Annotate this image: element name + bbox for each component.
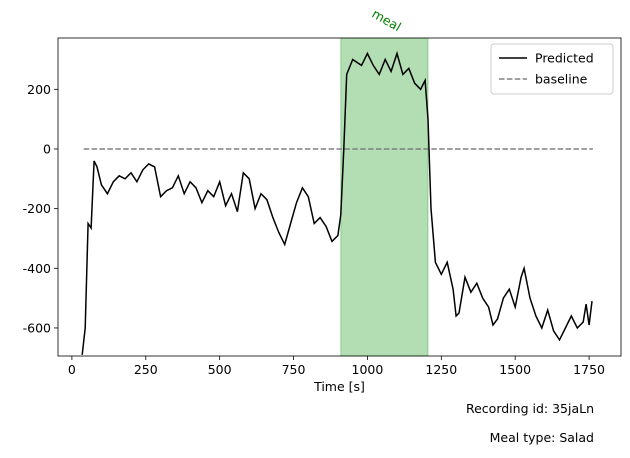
x-tick-label: 1500 <box>499 362 531 377</box>
x-tick-label: 500 <box>208 362 232 377</box>
legend-box <box>490 43 614 95</box>
y-tick-label: -400 <box>23 261 51 276</box>
x-tick-label: 0 <box>68 362 76 377</box>
plot-frame <box>57 37 622 357</box>
x-tick-label: 250 <box>134 362 158 377</box>
highlight-span <box>340 37 429 357</box>
legend-label: Predicted <box>535 51 594 66</box>
x-tick-label: 1250 <box>425 362 457 377</box>
data-line <box>81 50 593 355</box>
y-tick-label: 0 <box>43 141 51 156</box>
y-tick-label: -200 <box>23 201 51 216</box>
x-axis-label: Time [s] <box>313 379 365 394</box>
plot-lines <box>81 50 593 355</box>
x-tick-label: 750 <box>282 362 306 377</box>
x-tick-label: 1750 <box>573 362 605 377</box>
span-label: meal <box>369 6 403 34</box>
y-tick-label: 200 <box>27 82 51 97</box>
x-tick-label: 1000 <box>352 362 384 377</box>
annotation: Recording id: 35jaLn <box>466 401 594 416</box>
annotation: Meal type: Salad <box>490 430 594 445</box>
y-tick-label: -600 <box>23 320 51 335</box>
legend-label: baseline <box>535 72 588 87</box>
